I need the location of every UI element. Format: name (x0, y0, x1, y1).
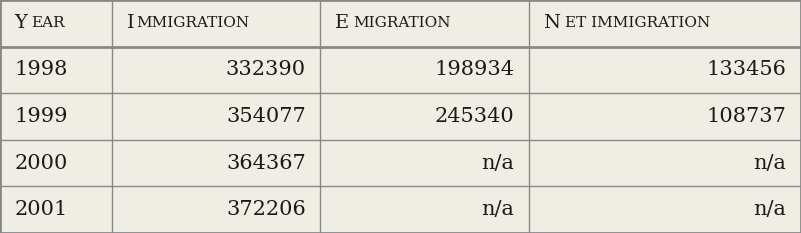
Text: N: N (543, 14, 560, 32)
Text: n/a: n/a (754, 200, 787, 219)
Text: 354077: 354077 (226, 107, 306, 126)
Text: 133456: 133456 (706, 60, 787, 79)
Text: 1999: 1999 (14, 107, 68, 126)
Text: E: E (335, 14, 349, 32)
Text: Y: Y (14, 14, 27, 32)
Text: n/a: n/a (481, 200, 514, 219)
Text: 364367: 364367 (226, 154, 306, 173)
Text: 1998: 1998 (14, 60, 68, 79)
Text: 245340: 245340 (434, 107, 514, 126)
Text: n/a: n/a (754, 154, 787, 173)
Text: 332390: 332390 (226, 60, 306, 79)
Text: MMIGRATION: MMIGRATION (136, 16, 250, 30)
Text: 2001: 2001 (14, 200, 68, 219)
Text: 108737: 108737 (706, 107, 787, 126)
Text: ET IMMIGRATION: ET IMMIGRATION (565, 16, 710, 30)
Text: I: I (127, 14, 135, 32)
Text: EAR: EAR (31, 16, 65, 30)
Text: MIGRATION: MIGRATION (353, 16, 450, 30)
Text: n/a: n/a (481, 154, 514, 173)
Text: 198934: 198934 (434, 60, 514, 79)
Text: 372206: 372206 (226, 200, 306, 219)
Text: 2000: 2000 (14, 154, 68, 173)
